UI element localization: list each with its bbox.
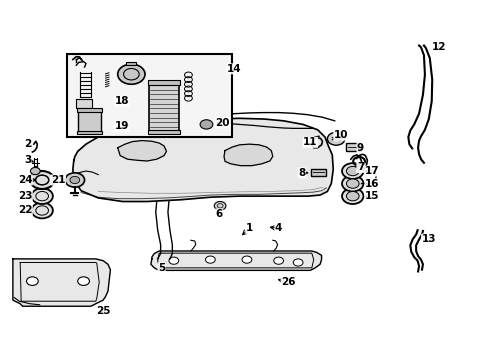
Text: 14: 14	[226, 64, 241, 74]
Polygon shape	[13, 259, 110, 306]
Text: 21: 21	[51, 175, 65, 185]
Bar	[149, 84, 178, 131]
Polygon shape	[73, 118, 332, 202]
Bar	[77, 131, 102, 134]
Text: 20: 20	[215, 118, 229, 128]
Text: 24: 24	[18, 175, 32, 185]
Circle shape	[327, 132, 344, 145]
Circle shape	[118, 64, 145, 84]
Text: 10: 10	[333, 130, 347, 140]
Circle shape	[30, 171, 54, 189]
Circle shape	[31, 188, 53, 204]
Circle shape	[65, 173, 84, 187]
Circle shape	[70, 176, 80, 184]
Circle shape	[341, 176, 363, 192]
Circle shape	[214, 202, 225, 210]
Text: 15: 15	[364, 191, 379, 201]
Circle shape	[78, 277, 89, 285]
Bar	[148, 130, 180, 134]
Polygon shape	[224, 144, 272, 166]
Bar	[77, 108, 102, 112]
Text: 22: 22	[18, 206, 32, 216]
Circle shape	[346, 179, 358, 188]
Text: 4: 4	[274, 224, 282, 233]
Circle shape	[30, 167, 40, 175]
Bar	[345, 143, 359, 151]
Circle shape	[242, 256, 251, 263]
Circle shape	[31, 172, 53, 188]
Text: 19: 19	[114, 121, 128, 131]
Text: 16: 16	[364, 179, 379, 189]
Text: 7: 7	[356, 162, 364, 172]
Text: 18: 18	[114, 96, 129, 106]
Bar	[126, 62, 136, 65]
Circle shape	[200, 120, 212, 129]
Circle shape	[293, 259, 303, 266]
Text: 9: 9	[356, 143, 364, 153]
Text: 23: 23	[18, 191, 32, 201]
Text: 26: 26	[281, 277, 295, 287]
Text: 6: 6	[215, 209, 223, 219]
Text: 25: 25	[96, 306, 110, 316]
Bar	[66, 54, 232, 137]
Text: 13: 13	[421, 234, 435, 244]
Text: 8: 8	[298, 168, 305, 178]
Text: 2: 2	[24, 139, 31, 149]
Circle shape	[26, 277, 38, 285]
Text: 5: 5	[158, 263, 165, 273]
Circle shape	[168, 257, 178, 264]
Circle shape	[31, 203, 53, 219]
Bar	[78, 111, 101, 132]
Bar	[76, 99, 92, 108]
Circle shape	[346, 166, 358, 176]
Circle shape	[341, 188, 363, 204]
Text: 3: 3	[24, 155, 31, 165]
Polygon shape	[151, 251, 321, 270]
Circle shape	[205, 256, 215, 263]
Text: 17: 17	[364, 166, 379, 176]
Bar	[310, 168, 326, 176]
Circle shape	[341, 163, 363, 179]
Text: 11: 11	[303, 138, 317, 147]
Text: 1: 1	[245, 224, 252, 233]
Circle shape	[346, 192, 358, 201]
Text: 12: 12	[431, 42, 446, 52]
Polygon shape	[118, 140, 166, 161]
Circle shape	[273, 257, 283, 264]
Bar	[148, 80, 180, 85]
